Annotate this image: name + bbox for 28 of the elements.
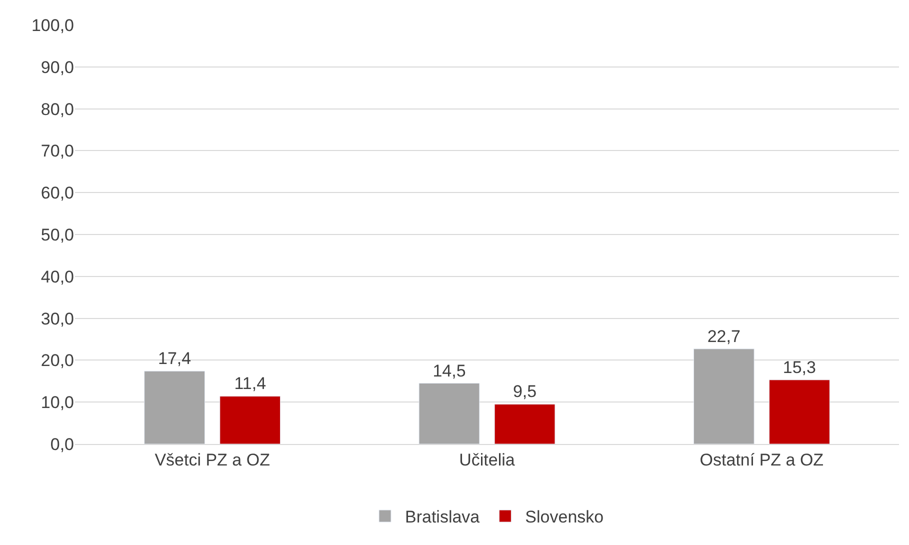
bar: [220, 396, 281, 444]
y-tick-label: 30,0: [40, 309, 74, 328]
data-label: 22,7: [707, 326, 740, 346]
x-tick-label: Učitelia: [459, 450, 516, 470]
bar: [693, 348, 754, 444]
data-label: 9,5: [512, 382, 537, 402]
y-tick-label: 60,0: [40, 184, 74, 203]
data-label: 11,4: [234, 374, 266, 394]
y-tick-label: 70,0: [40, 142, 74, 161]
legend-label: Slovensko: [525, 508, 604, 527]
bar: [418, 383, 480, 444]
data-label: 15,3: [782, 358, 816, 377]
data-label: 17,4: [158, 349, 192, 368]
y-tick-label: 40,0: [40, 267, 74, 286]
bar: [768, 380, 830, 444]
data-label: 14,5: [432, 361, 466, 380]
x-tick-label: Ostatní PZ a OZ: [700, 450, 824, 470]
bar: [144, 370, 206, 444]
y-tick-label: 0,0: [50, 434, 74, 454]
x-tick-label: Všetci PZ a OZ: [154, 450, 270, 470]
bar: [494, 404, 556, 444]
y-tick-label: 20,0: [40, 351, 74, 370]
legend-label: Bratislava: [405, 508, 480, 527]
y-tick-label: 10,0: [40, 393, 74, 412]
y-tick-label: 80,0: [40, 100, 74, 119]
y-tick-label: 100,0: [31, 16, 74, 35]
y-tick-label: 50,0: [40, 225, 74, 244]
y-tick-label: 90,0: [40, 58, 74, 77]
